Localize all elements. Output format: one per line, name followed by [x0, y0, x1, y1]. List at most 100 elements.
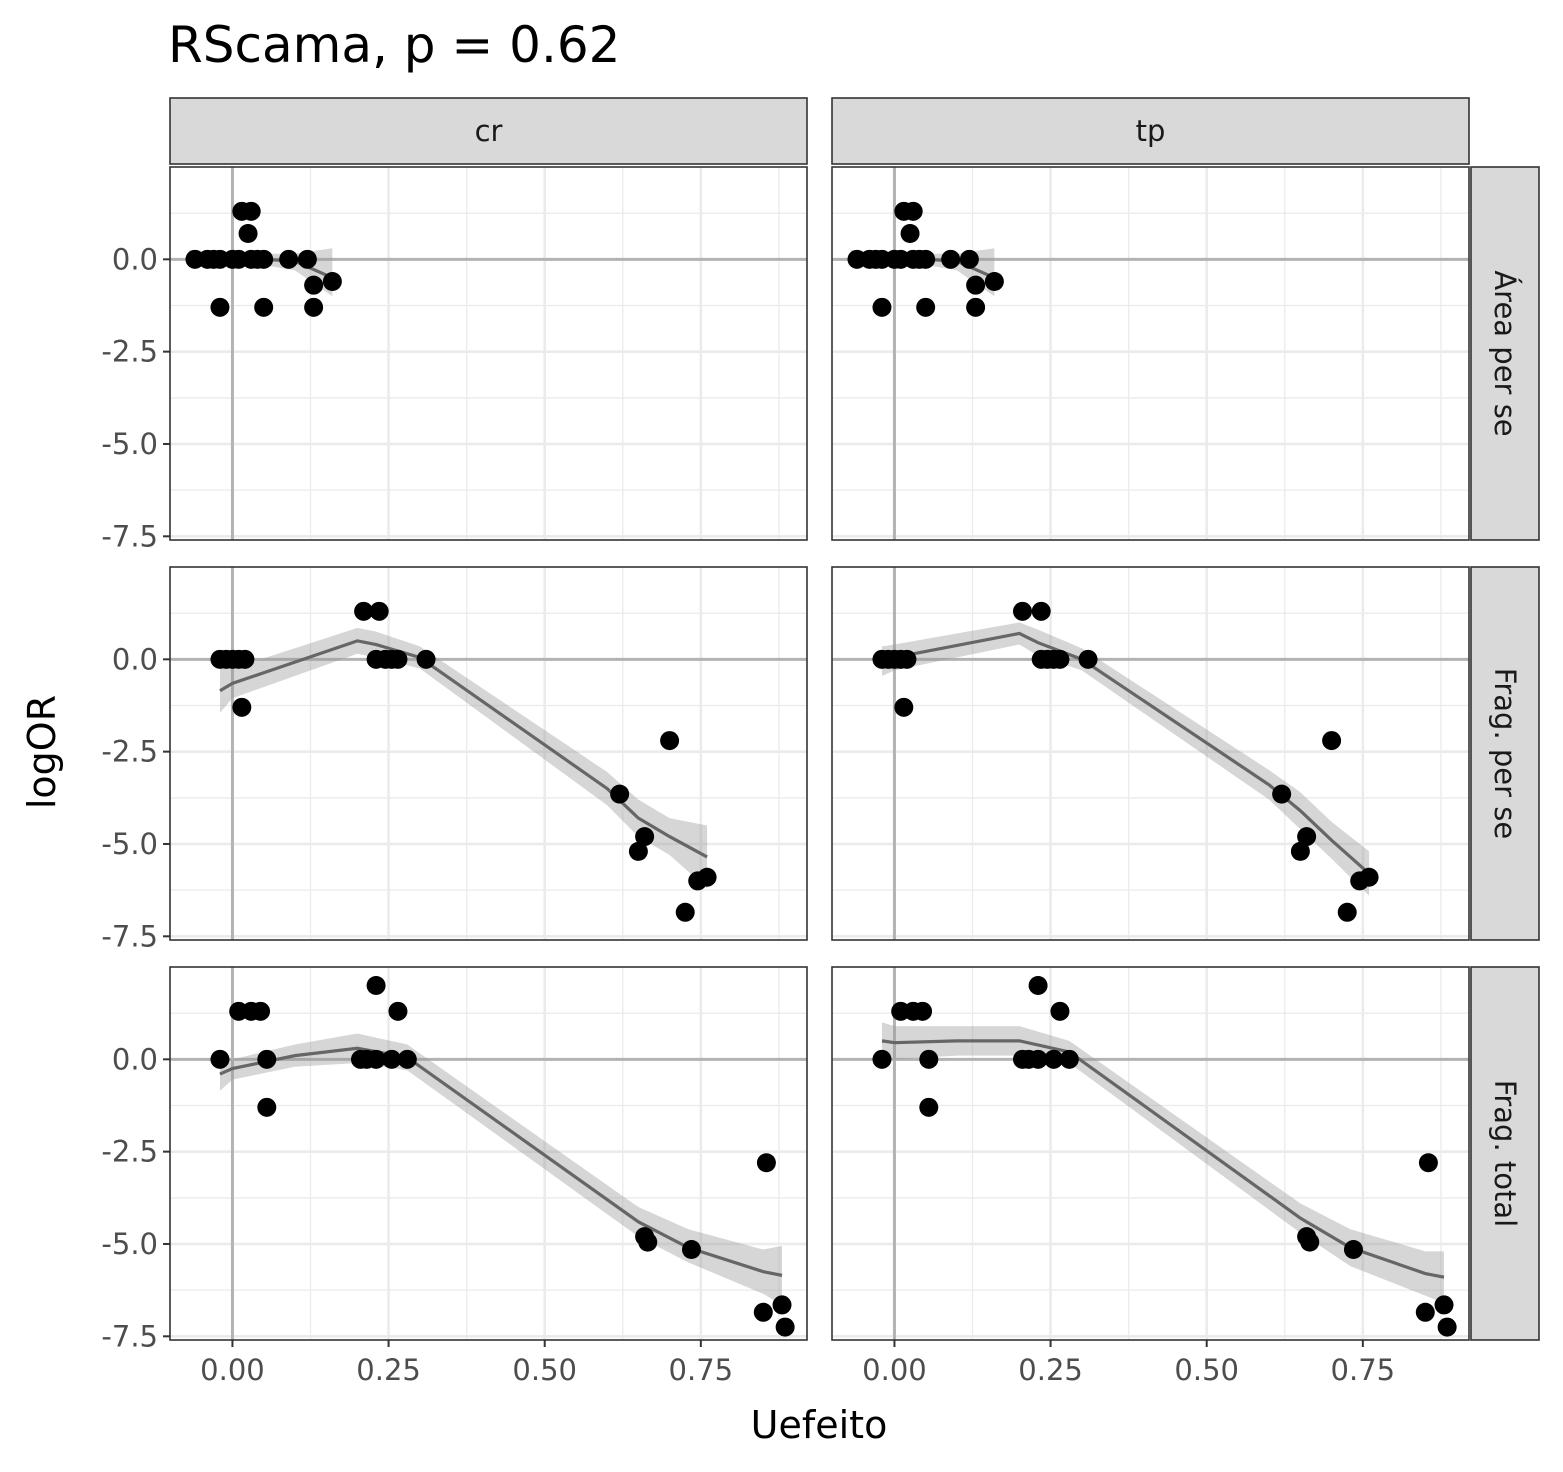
y-tick-label: -5.0	[101, 827, 158, 861]
data-point	[1359, 867, 1379, 887]
data-point	[1028, 1049, 1048, 1069]
data-point	[635, 827, 655, 847]
data-point	[919, 1049, 939, 1069]
panel-border	[831, 166, 1470, 541]
y-axis-title: logOR	[20, 695, 64, 809]
data-point	[675, 902, 695, 922]
strip-background	[1470, 566, 1540, 941]
strip-background	[1470, 166, 1540, 541]
data-point	[775, 1317, 795, 1337]
y-tick-label: -2.5	[101, 1135, 158, 1169]
data-point	[638, 1232, 658, 1252]
data-point	[1337, 902, 1357, 922]
data-point	[897, 649, 917, 669]
y-tick-label: 0.0	[112, 1042, 158, 1076]
strip-label: Frag. total	[1488, 1080, 1522, 1227]
x-tick-label: 0.25	[356, 1353, 421, 1387]
data-point	[984, 271, 1004, 291]
panel-tp-frag-per-se	[831, 566, 1470, 941]
strip-background	[169, 97, 808, 165]
panel-border	[831, 966, 1470, 1341]
data-point	[753, 1302, 773, 1322]
data-point	[210, 297, 230, 317]
data-point	[297, 249, 317, 269]
data-point	[254, 297, 274, 317]
data-point	[382, 1049, 402, 1069]
strip-label: Frag. per se	[1488, 668, 1522, 839]
strip-label: cr	[475, 114, 503, 148]
data-point	[251, 1001, 271, 1021]
data-point	[756, 1153, 776, 1173]
data-point	[966, 297, 986, 317]
strip-background	[831, 97, 1470, 165]
data-point	[322, 271, 342, 291]
x-tick-label: 0.00	[200, 1353, 265, 1387]
data-point	[1044, 1049, 1064, 1069]
strip-label: Área per se	[1488, 270, 1522, 436]
data-point	[1290, 841, 1310, 861]
x-tick-label: 0.75	[1331, 1353, 1396, 1387]
panel-border	[169, 966, 808, 1341]
confidence-band	[219, 627, 708, 889]
y-tick-label: -5.0	[101, 427, 158, 461]
strip-frag-total: Frag. total	[1470, 966, 1540, 1341]
data-point	[388, 1001, 408, 1021]
panel-cr-frag-per-se: 0.0 -2.5 -5.0 -7.5	[101, 566, 808, 953]
strip-frag-per-se: Frag. per se	[1470, 566, 1540, 941]
strip-area-per-se: Área per se	[1470, 166, 1540, 541]
y-tick-label: 0.0	[112, 242, 158, 276]
data-point	[1415, 1302, 1435, 1322]
strip-background	[1470, 966, 1540, 1341]
data-point	[1050, 1001, 1070, 1021]
data-point	[257, 1097, 277, 1117]
panel-background	[170, 167, 807, 540]
y-tick-label: 0.0	[112, 642, 158, 676]
y-tick-label: -2.5	[101, 735, 158, 769]
strip-tp: tp	[831, 97, 1470, 165]
data-point	[1012, 601, 1032, 621]
panel-tp-area-per-se	[831, 166, 1470, 541]
x-tick-label: 0.50	[512, 1353, 577, 1387]
data-point	[903, 201, 923, 221]
y-tick-label: -7.5	[101, 519, 158, 553]
data-point	[354, 601, 374, 621]
data-point	[1437, 1317, 1457, 1337]
x-tick-label: 0.75	[669, 1353, 734, 1387]
data-point	[1059, 1049, 1079, 1069]
panel-border	[169, 166, 808, 541]
data-point	[388, 649, 408, 669]
x-tick-label: 0.25	[1018, 1353, 1083, 1387]
y-tick-label: -7.5	[101, 919, 158, 953]
data-point	[238, 223, 258, 243]
data-point	[366, 975, 386, 995]
data-point	[1078, 649, 1098, 669]
strip-cr: cr	[169, 97, 808, 165]
data-point	[1272, 784, 1292, 804]
data-point	[241, 201, 261, 221]
data-point	[210, 1049, 230, 1069]
x-axis-title: Uefeito	[751, 1403, 888, 1447]
panel-background	[832, 167, 1469, 540]
data-point	[628, 841, 648, 861]
data-point	[397, 1049, 417, 1069]
x-tick-label: 0.00	[862, 1353, 927, 1387]
strip-label: tp	[1136, 114, 1166, 148]
data-point	[304, 297, 324, 317]
panel-tp-frag-total: 0.00 0.25 0.50 0.75	[831, 966, 1470, 1387]
data-point	[913, 1001, 933, 1021]
data-point	[919, 1097, 939, 1117]
panel-cr-frag-total: 0.0 -2.5 -5.0 -7.5 0.00 0.25 0.50 0.75	[101, 966, 808, 1387]
data-point	[872, 1049, 892, 1069]
data-point	[279, 249, 299, 269]
data-point	[1343, 1240, 1363, 1260]
data-point	[1322, 731, 1342, 751]
data-point	[941, 249, 961, 269]
data-point	[966, 275, 986, 295]
data-point	[366, 1049, 386, 1069]
data-point	[232, 697, 252, 717]
panel-cr-area-per-se: 0.0 -2.5 -5.0 -7.5	[101, 166, 808, 553]
chart-title: RScama, p = 0.62	[168, 16, 621, 74]
facet-panels: cr tp Área per se Frag. per se Frag. total 0.…	[101, 97, 1540, 1387]
data-point	[772, 1295, 792, 1315]
